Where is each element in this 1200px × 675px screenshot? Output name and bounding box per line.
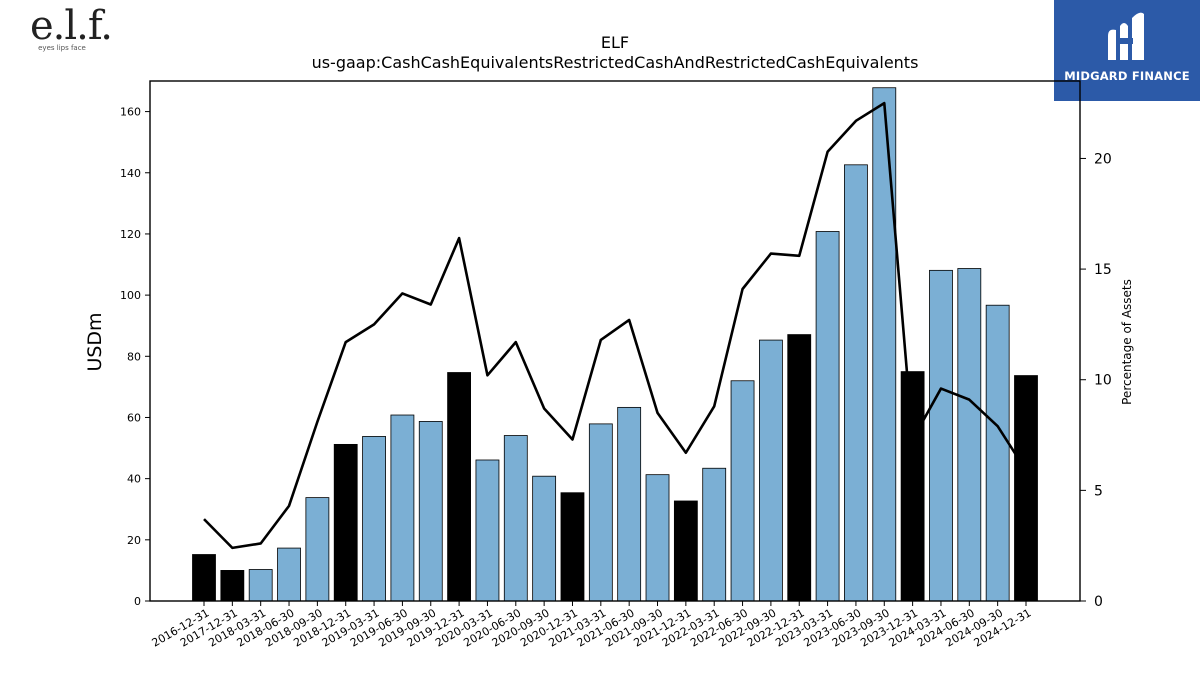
bar-2018-09-30 <box>305 497 330 602</box>
bar-2024-06-30 <box>957 268 982 602</box>
line-series <box>203 101 1028 550</box>
bar-series <box>192 87 1038 602</box>
bar-2021-03-31 <box>588 423 613 602</box>
y2-tick-label: 10 <box>1094 373 1112 389</box>
y-tick-label: 140 <box>120 167 141 180</box>
bar-2023-12-31 <box>900 371 925 602</box>
chart-title: ELF <box>601 33 629 52</box>
bar-2022-12-31 <box>787 334 812 602</box>
y-tick-label: 20 <box>127 534 141 547</box>
bar-2021-09-30 <box>645 474 670 602</box>
bar-2022-06-30 <box>730 380 755 602</box>
bar-2020-09-30 <box>532 475 557 602</box>
y2-tick-label: 20 <box>1094 151 1112 167</box>
brand-logo-text: MIDGARD FINANCE <box>1064 69 1190 83</box>
bar-2019-12-31 <box>447 372 472 602</box>
bar-2020-03-31 <box>475 459 500 602</box>
bar-2021-06-30 <box>617 406 642 602</box>
company-logo-tagline: eyes lips face <box>38 44 86 52</box>
brand-logo: MIDGARD FINANCE <box>1054 0 1200 101</box>
bar-2024-09-30 <box>985 304 1010 602</box>
y-tick-label: 120 <box>120 228 141 241</box>
bar-2016-12-31 <box>192 554 216 602</box>
bar-2019-03-31 <box>362 436 386 602</box>
bar-2020-12-31 <box>560 492 585 602</box>
bar-2019-06-30 <box>390 414 415 602</box>
brand-logo-icon <box>1108 12 1144 61</box>
bar-2023-09-30 <box>872 87 897 602</box>
chart-subtitle: us-gaap:CashCashEquivalentsRestrictedCas… <box>312 53 919 72</box>
y-tick-label: 80 <box>127 350 141 363</box>
bar-2024-12-31 <box>1014 375 1038 602</box>
y2-tick-label: 15 <box>1094 262 1112 278</box>
y-tick-label: 160 <box>120 106 141 119</box>
bar-2022-03-31 <box>702 467 727 602</box>
y-tick-label: 60 <box>127 411 141 424</box>
y-axis-label: USDm <box>84 312 106 371</box>
y-tick-label: 100 <box>120 289 141 302</box>
y-tick-label: 40 <box>127 473 141 486</box>
bar-2020-06-30 <box>503 435 528 602</box>
bar-2018-06-30 <box>277 547 301 602</box>
plot-frame <box>149 80 1081 602</box>
bar-2023-03-31 <box>815 231 840 602</box>
bar-2023-06-30 <box>844 164 868 602</box>
bar-2024-03-31 <box>929 269 953 602</box>
y2-axis-label: Percentage of Assets <box>1120 279 1134 405</box>
bar-2018-03-31 <box>248 569 273 602</box>
bar-2022-09-30 <box>759 339 783 602</box>
bar-2019-09-30 <box>418 421 443 602</box>
bar-2018-12-31 <box>333 443 358 602</box>
percentage-line <box>203 101 1028 550</box>
bar-2021-12-31 <box>673 500 698 602</box>
bar-2017-12-31 <box>220 570 245 602</box>
y2-tick-label: 5 <box>1094 483 1103 499</box>
y-tick-label: 0 <box>134 595 141 608</box>
y2-tick-label: 0 <box>1094 594 1103 610</box>
